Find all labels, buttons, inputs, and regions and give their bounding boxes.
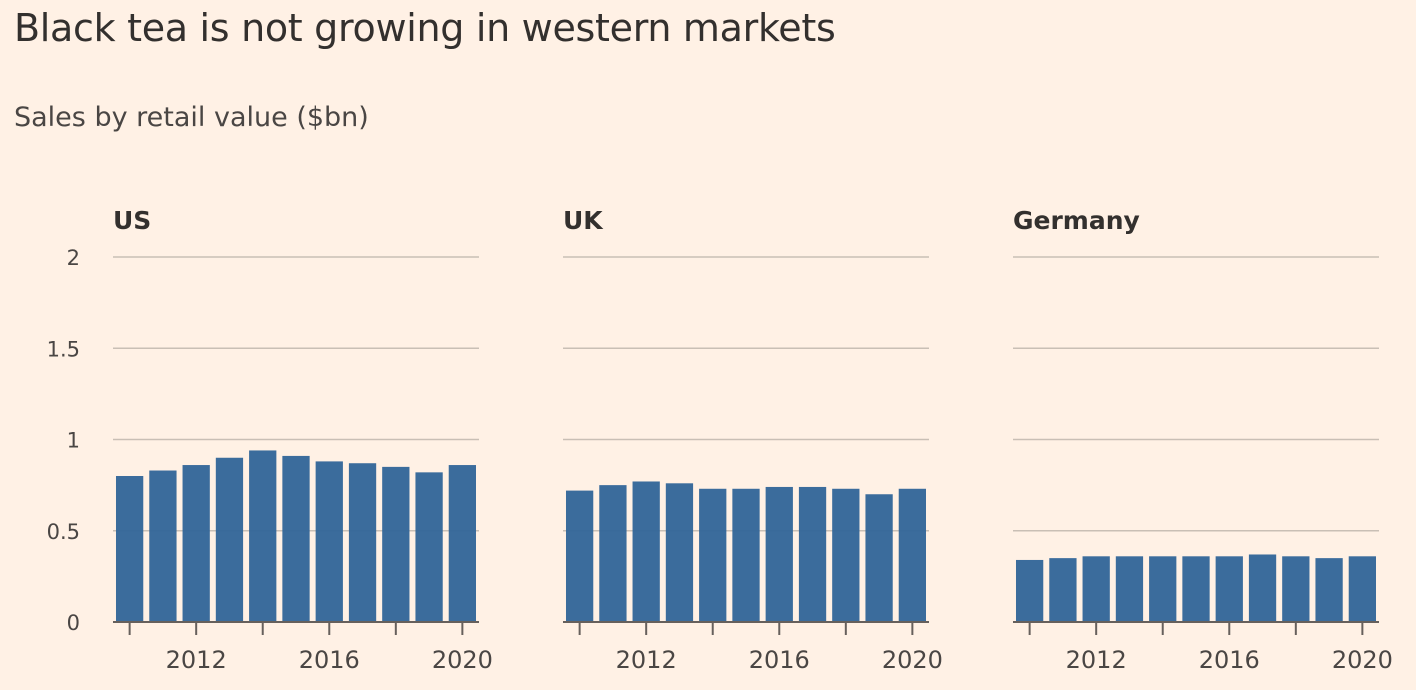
bar-germany-2013 (1115, 556, 1144, 622)
bar-germany-2010 (1015, 559, 1044, 622)
bar-germany-2011 (1049, 558, 1077, 623)
bar-uk-2017 (798, 486, 827, 622)
panel-title-uk: UK (563, 206, 604, 235)
bar-us-2010 (115, 476, 144, 622)
bar-germany-2014 (1149, 556, 1177, 622)
y-tick-label: 1 (67, 429, 80, 453)
x-tick-label: 2016 (299, 646, 360, 674)
chart-subtitle: Sales by retail value ($bn) (14, 102, 369, 133)
bar-uk-2015 (732, 488, 760, 622)
bar-uk-2020 (898, 488, 926, 622)
bar-us-2019 (415, 472, 443, 622)
bar-uk-2012 (632, 481, 660, 622)
y-tick-label: 2 (67, 246, 80, 270)
bar-uk-2010 (565, 490, 594, 622)
x-tick-label: 2020 (432, 646, 493, 674)
bar-uk-2019 (865, 494, 893, 622)
x-tick-label: 2012 (616, 646, 677, 674)
bar-germany-2017 (1248, 554, 1277, 622)
panel-title-germany: Germany (1013, 206, 1140, 235)
x-tick-label: 2020 (1332, 646, 1393, 674)
bar-germany-2015 (1182, 556, 1210, 622)
bar-germany-2019 (1315, 558, 1343, 623)
bar-uk-2013 (665, 483, 694, 622)
bar-uk-2016 (765, 486, 793, 622)
bar-uk-2018 (832, 488, 860, 622)
bar-us-2012 (182, 465, 210, 622)
y-tick-label: 0.5 (47, 520, 80, 544)
bar-uk-2011 (599, 485, 627, 623)
chart-title: Black tea is not growing in western mark… (14, 6, 836, 50)
bar-germany-2020 (1348, 556, 1376, 622)
x-tick-label: 2020 (882, 646, 943, 674)
bar-germany-2018 (1282, 556, 1310, 622)
x-tick-label: 2012 (166, 646, 227, 674)
y-tick-label: 1.5 (47, 337, 80, 361)
bar-germany-2016 (1215, 556, 1243, 622)
x-tick-label: 2016 (1199, 646, 1260, 674)
bar-us-2018 (382, 466, 410, 623)
bar-us-2013 (215, 457, 244, 622)
bar-uk-2014 (699, 488, 727, 622)
bar-us-2014 (249, 450, 277, 622)
x-tick-label: 2016 (749, 646, 810, 674)
bar-us-2016 (315, 461, 343, 622)
bar-us-2011 (149, 470, 177, 622)
bar-us-2015 (282, 455, 310, 622)
y-tick-label: 0 (67, 611, 80, 635)
panel-title-us: US (113, 206, 151, 235)
bar-us-2020 (448, 465, 476, 622)
bar-germany-2012 (1082, 556, 1110, 622)
x-tick-label: 2012 (1066, 646, 1127, 674)
bar-us-2017 (348, 463, 377, 622)
